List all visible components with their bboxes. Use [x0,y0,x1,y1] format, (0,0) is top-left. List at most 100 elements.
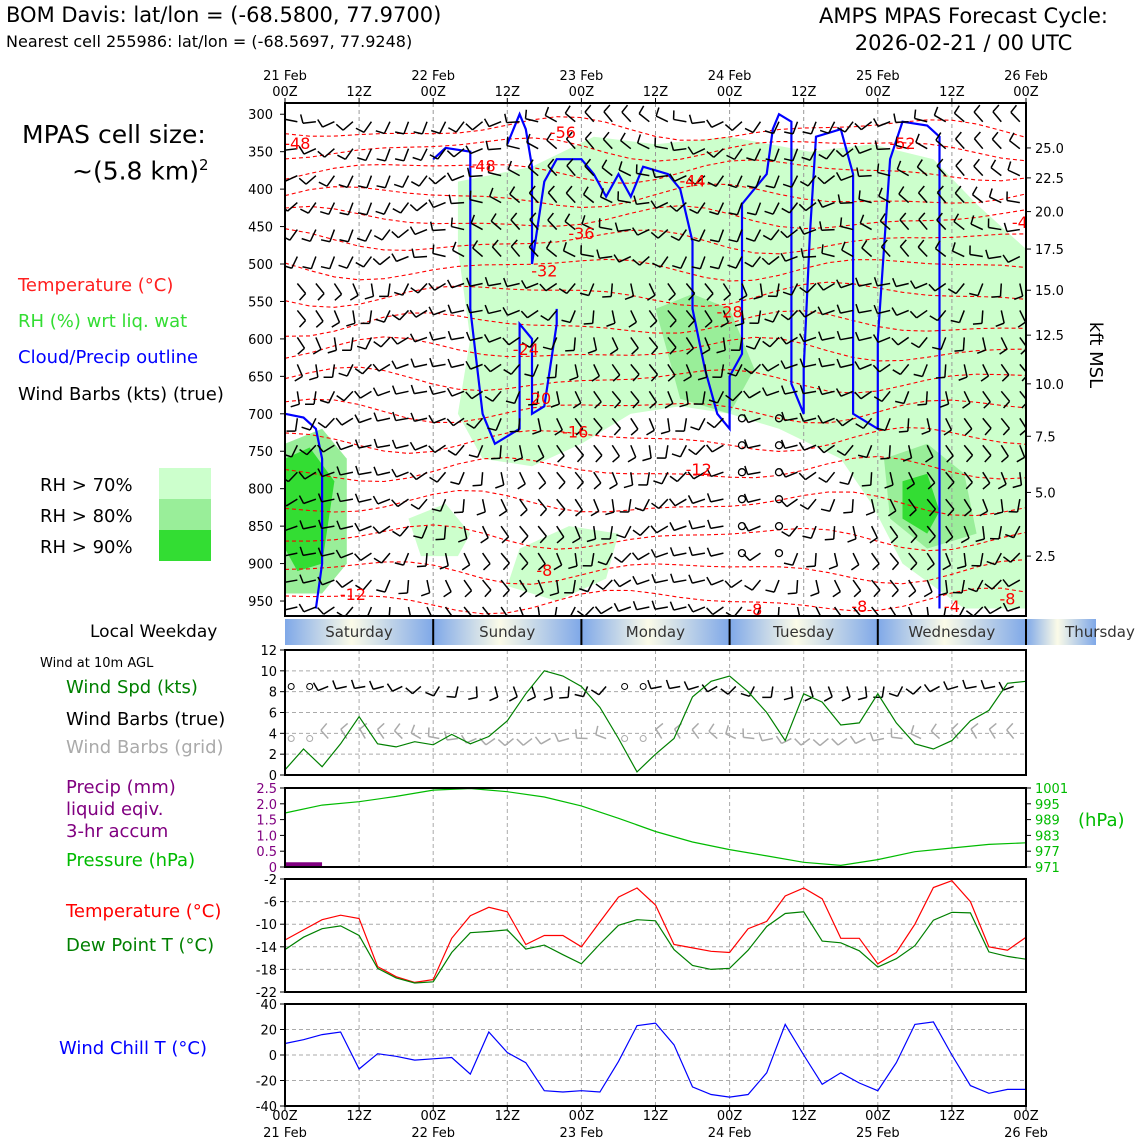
upper-wind-barb-734 [1000,444,1009,463]
cloud-outline-0 [285,412,324,609]
upper-wind-barb-393 [653,471,669,485]
rh90-area-right [902,473,940,534]
upper-wind-barb-240 [513,445,524,462]
upper-wind-barb-740 [983,605,1002,615]
upper-wind-barb-152 [430,121,447,135]
upper-wind-barb-303 [560,606,576,616]
upper-wind-barb-437 [706,119,724,128]
upper-wind-barb-496 [765,175,780,189]
upper-wind-barb-689 [951,242,965,258]
upper-wind-barb-438 [706,148,724,158]
upper-wind-barb-567 [828,552,839,570]
temperature-label-11: -16 [562,423,588,442]
upper-wind-barb-425 [704,310,713,328]
upper-wind-barb-127 [391,468,409,478]
upper-wind-barb-477 [746,175,762,189]
upper-wind-barb-659 [926,471,936,490]
temperature-contour-15 [285,524,1026,552]
p-precip-ytick-label-0: 0 [269,861,277,876]
upper-wind-barb-559 [818,331,835,341]
upper-wind-barb-742 [1008,132,1021,150]
upper-wind-barb-432 [687,495,706,505]
upper-wind-barb-668 [936,185,947,204]
legend-rh90: RH > 90% [40,537,133,558]
upper-wind-barb-258 [532,418,542,435]
upper-wind-barb-121 [391,309,410,321]
upper-wind-barb-242 [519,498,528,517]
upper-wind-barb-297 [574,444,585,463]
upper-wind-barb-520 [780,309,799,321]
upper-wind-barb-166 [431,498,447,512]
upper-wind-barb-673 [932,337,947,351]
upper-wind-barb-158 [428,282,446,291]
pressure-tick-label-1: 350 [248,146,273,161]
temperature-contour-0 [285,116,1026,141]
p-temp-ytick-label-2: -10 [256,918,277,933]
wind-panel: 0 2 4 6 8 10 12 [260,644,1027,784]
bottom-tick-hour-2: 00Z [420,1109,446,1124]
upper-wind-barb-587 [852,579,862,598]
upper-wind-barb-263 [537,552,546,571]
sfc-grid-barb-22 [691,722,700,739]
upper-wind-barb-181 [446,387,465,397]
upper-wind-barb-753 [1016,444,1026,463]
upper-wind-barb-367 [646,283,656,301]
upper-wind-barb-718 [975,526,986,543]
p-chill-ytick-label-4: -40 [256,1100,277,1115]
upper-wind-barb-487 [743,439,761,449]
upper-wind-barb-50 [316,444,335,453]
upper-wind-barb-86 [354,390,372,399]
sfc-calm-19 [639,682,647,690]
pressure-tick-label-2: 400 [248,183,273,198]
upper-wind-barb-9 [294,364,304,382]
upper-wind-barb-756 [1005,525,1021,539]
upper-wind-barb-542 [799,384,817,395]
upper-wind-barb-615 [873,304,891,315]
upper-wind-barb-523 [781,385,798,395]
upper-wind-barb-23 [301,229,317,243]
upper-wind-barb-427 [697,364,708,381]
sfc-grid-barb-12 [497,737,514,747]
upper-wind-barb-78 [357,175,373,189]
upper-wind-barb-684 [953,105,965,123]
upper-wind-barb-201 [466,417,484,429]
p-wind-ytick-label-2: 4 [269,727,277,742]
upper-wind-barb-323 [603,104,613,123]
upper-wind-barb-7 [296,309,307,328]
sfc-wind-barb-12 [508,686,518,702]
top-tick-hour-0: 00Z [272,85,298,100]
bottom-tick-hour-10: 00Z [1013,1109,1039,1124]
upper-wind-barb-83 [360,310,373,325]
upper-wind-barb-516 [781,202,799,214]
legend-cloud-outline: Cloud/Precip outline [18,347,199,368]
weekday-label-3: Tuesday [772,623,834,641]
upper-wind-barb-140 [409,309,428,318]
temperature-contour-11 [285,398,1026,424]
weekday-cell-3 [729,619,878,645]
upper-wind-barb-124 [391,385,409,395]
legend-rh: RH (%) wrt liq. wat [18,311,188,332]
upper-wind-barb-676 [943,417,953,436]
upper-wind-barb-289 [564,213,576,231]
upper-wind-barb-107 [373,438,391,449]
pressure-right-label-5: 971 [1035,861,1060,876]
upper-wind-barb-280 [556,498,566,517]
upper-wind-barb-151 [426,606,433,616]
upper-wind-barb-295 [572,391,582,409]
wind-10m-label: Wind at 10m AGL [40,656,154,671]
upper-wind-barb-346 [614,222,631,233]
legend-dewpoint: Dew Point T (°C) [66,935,215,956]
upper-wind-barb-265 [537,606,541,616]
upper-wind-barb-566 [824,526,836,541]
upper-wind-barb-662 [926,552,935,571]
sfc-wind-barb-6 [386,683,403,692]
upper-wind-barb-360 [613,602,632,612]
bottom-tick-hour-4: 00Z [569,1109,595,1124]
upper-wind-barb-525 [780,439,798,450]
upper-wind-barb-378 [632,575,650,585]
upper-wind-barb-554 [817,199,835,208]
upper-wind-barb-30 [301,417,317,431]
upper-wind-barb-502 [762,336,780,348]
sfc-grid-barb-35 [930,723,941,740]
upper-wind-barb-59 [338,175,354,189]
